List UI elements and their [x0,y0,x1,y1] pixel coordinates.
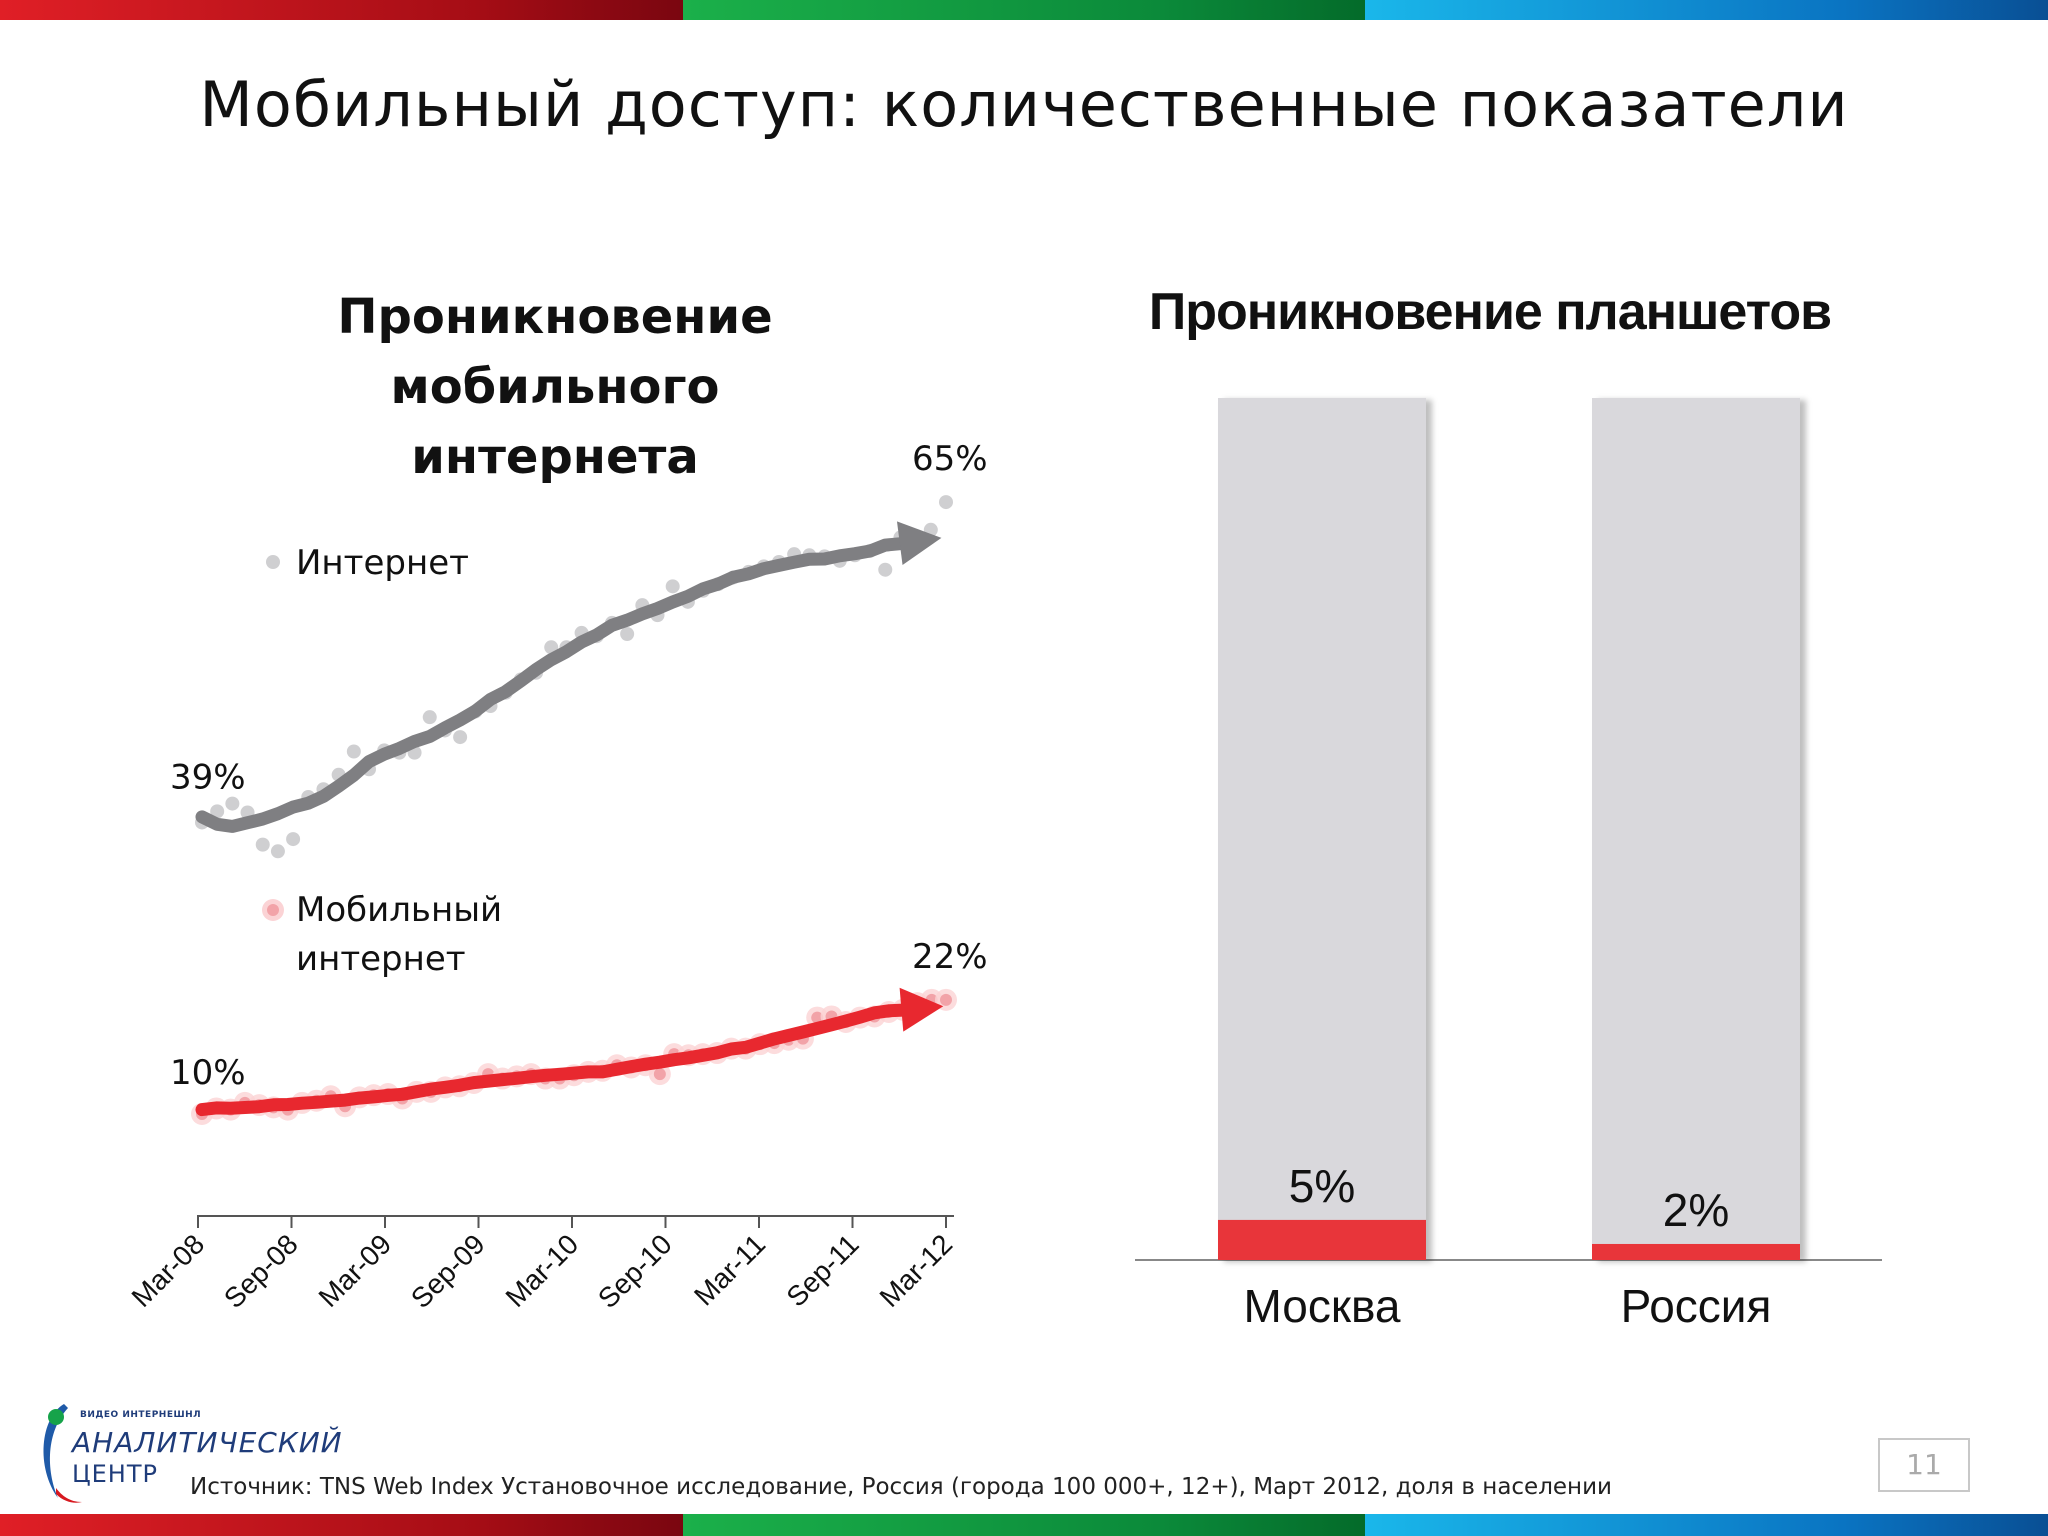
top-color-stripe [0,0,2048,20]
bottom-color-stripe [0,1514,2048,1536]
mobile-internet-trend-line [195,1001,924,1117]
bar-background [1592,398,1800,1260]
data-point [811,1011,824,1024]
internet-trend-line [195,534,923,833]
stripe-green-segment [682,0,1366,20]
data-point [453,730,468,745]
mobile-internet-chart-title: Проникновение мобильного интернета [337,289,773,485]
internet-arrowhead [896,521,942,566]
logo-swoosh-icon [43,1404,82,1503]
x-tick-label: Mar-08 [126,1228,211,1313]
mobile-internet-arrowhead [899,987,944,1032]
data-point [255,837,270,852]
series-end-label: 65% [912,439,988,479]
data-point [653,1068,666,1081]
bar-category-label: Москва [1243,1280,1400,1332]
series-start-label: 39% [170,757,246,797]
data-point [286,832,301,847]
data-point [422,710,437,725]
legend-internet-marker [266,555,280,569]
legend-mobile-label: Мобильный [296,890,502,930]
tablet-bar-chart: 5% Москва 2% Россия [1135,398,1882,1332]
mobile-internet-scatter-chart: Mar-08 Sep-08 Mar-09 Sep-09 Mar-10 Sep-10 Mar-… [126,439,988,1314]
bar-value [1592,1243,1800,1260]
data-point [225,796,240,811]
stripe-blue-segment [1365,1514,2048,1536]
x-tick-label: Mar-10 [500,1228,585,1313]
legend-mobile-marker [267,904,279,916]
stripe-blue-segment [1365,0,2048,20]
x-tick-label: Sep-09 [405,1228,491,1314]
logo-small-text: ВИДЕО ИНТЕРНЕШНЛ [80,1410,202,1420]
logo-line-1: АНАЛИТИЧЕСКИЙ [72,1426,343,1459]
data-point [346,744,361,759]
logo-line-2: ЦЕНТР [72,1460,158,1488]
bar-value-label: 2% [1663,1184,1729,1236]
x-tick-label: Mar-12 [874,1228,959,1313]
source-note: Источник: TNS Web Index Установочное исс… [190,1474,1612,1500]
x-tick-label: Sep-08 [218,1228,304,1314]
series-start-label: 10% [170,1053,246,1093]
data-point [878,562,893,577]
data-point [665,579,680,594]
page-number: 11 [1878,1438,1970,1492]
stripe-red-segment [0,1514,683,1536]
slide-title: Мобильный доступ: количественные показат… [199,68,1849,141]
data-point [270,844,285,859]
bar-category-label: Россия [1621,1280,1772,1332]
company-logo: ВИДЕО ИНТЕРНЕШНЛ АНАЛИТИЧЕСКИЙ ЦЕНТР [34,1398,342,1508]
x-tick-label: Mar-09 [313,1228,398,1313]
stripe-green-segment [682,1514,1366,1536]
stripe-red-segment [0,0,683,20]
x-tick-label: Sep-11 [780,1228,864,1312]
data-point [940,993,952,1006]
series-end-label: 22% [912,937,988,977]
legend-internet-label: Интернет [296,543,469,583]
bar-value [1218,1219,1426,1260]
data-point [210,804,225,819]
tablet-chart-title: Проникновение планшетов [1148,283,1832,341]
x-tick-label: Mar-11 [688,1228,771,1311]
legend-mobile-label: интернет [296,939,466,979]
bar-value-label: 5% [1289,1160,1355,1212]
data-point [620,627,635,641]
data-point [939,495,953,510]
bar-background [1218,398,1426,1260]
x-tick-label: Sep-10 [592,1228,678,1314]
